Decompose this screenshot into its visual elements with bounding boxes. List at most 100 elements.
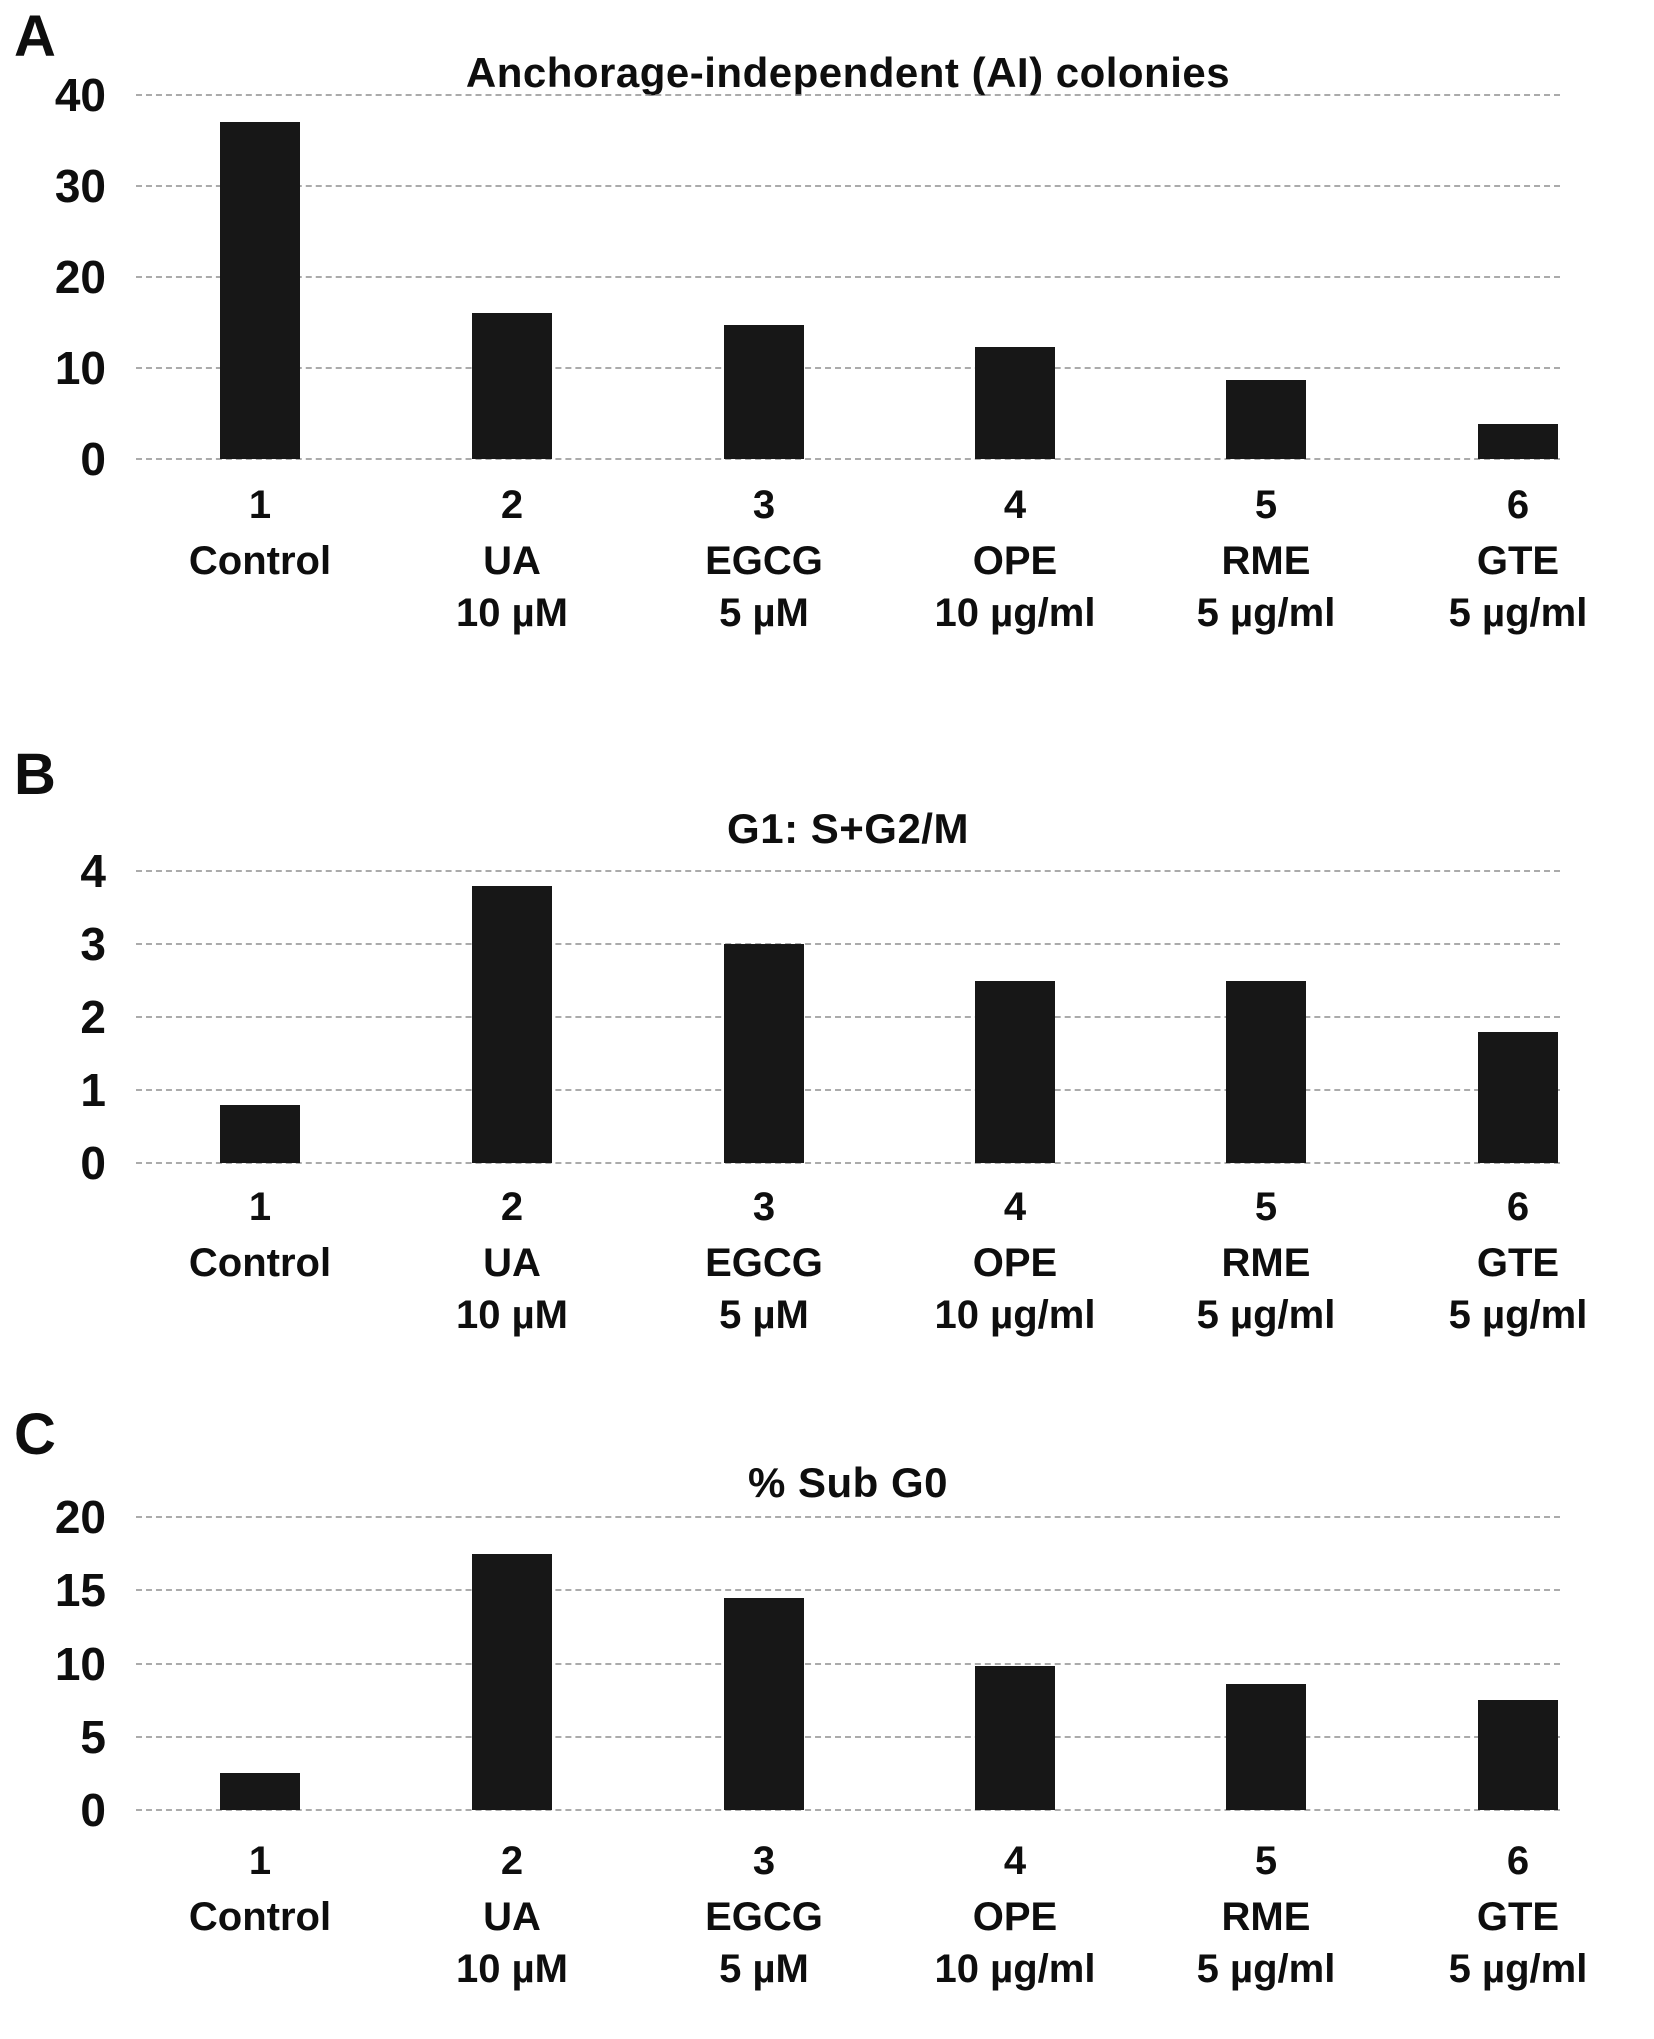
x-label-number: 4 — [1003, 1185, 1027, 1229]
x-label-dose: 10 µM — [456, 591, 568, 635]
x-label-number: 6 — [1506, 1839, 1530, 1883]
x-label-name: UA — [483, 1895, 541, 1939]
y-axis-tick-label: 0 — [80, 1784, 106, 1836]
x-label-name: EGCG — [705, 1895, 823, 1939]
gridline — [136, 870, 1560, 872]
panel-a-letter: A — [14, 4, 57, 69]
x-label-number: 2 — [500, 1839, 524, 1883]
x-label-name: UA — [483, 1241, 541, 1285]
x-label-number: 2 — [500, 483, 524, 527]
x-label-number: 3 — [752, 1839, 776, 1883]
bar-rme — [1226, 379, 1306, 459]
x-label-name: Control — [188, 1895, 332, 1939]
x-label-name: Control — [188, 539, 332, 583]
x-label-number: 5 — [1254, 1839, 1278, 1883]
x-label-dose: 5 µM — [719, 591, 809, 635]
gridline — [136, 458, 1560, 460]
gridline — [136, 1016, 1560, 1018]
x-label-dose: 10 µg/ml — [934, 591, 1096, 635]
panel-c-chart-title: % Sub G0 — [747, 1459, 949, 1506]
x-label-number: 1 — [248, 483, 272, 527]
x-label-name: RME — [1221, 1895, 1311, 1939]
y-axis-tick-label: 10 — [54, 1637, 106, 1690]
x-label-name: Control — [188, 1241, 332, 1285]
panel-b-chart-title: G1: S+G2/M — [727, 805, 969, 852]
x-label-name: RME — [1221, 1241, 1311, 1285]
gridline — [136, 185, 1560, 187]
gridline — [136, 367, 1560, 369]
gridline — [136, 94, 1560, 96]
bar-rme — [1226, 980, 1306, 1163]
x-label-dose: 5 µg/ml — [1196, 1947, 1336, 1991]
gridline — [136, 1089, 1560, 1091]
gridline — [136, 1809, 1560, 1811]
y-axis-tick-label: 20 — [54, 251, 106, 303]
x-label-name: OPE — [972, 1895, 1058, 1939]
x-label-number: 1 — [248, 1839, 272, 1883]
y-axis-tick-label: 1 — [80, 1064, 106, 1116]
x-label-name: GTE — [1476, 539, 1560, 583]
y-axis-tick-label: 0 — [80, 433, 106, 485]
gridline — [136, 1162, 1560, 1164]
gridline — [136, 1735, 1560, 1738]
bar-ope — [975, 980, 1055, 1163]
x-label-dose: 5 µM — [719, 1947, 809, 1991]
x-label-name: GTE — [1476, 1241, 1560, 1285]
bar-egcg — [724, 325, 804, 459]
bar-control — [220, 1104, 300, 1163]
bar-gte — [1478, 1031, 1558, 1163]
bar-rme — [1226, 1684, 1306, 1810]
x-label-number: 4 — [1003, 1839, 1027, 1883]
x-label-number: 5 — [1254, 1185, 1278, 1229]
x-label-dose: 5 µg/ml — [1196, 591, 1336, 635]
x-label-number: 6 — [1506, 483, 1530, 527]
x-label-dose: 5 µg/ml — [1448, 1293, 1588, 1337]
y-axis-tick-label: 15 — [54, 1564, 106, 1617]
panel-a-chart-title: Anchorage-independent (AI) colonies — [465, 49, 1231, 96]
gridline — [136, 1589, 1560, 1592]
x-label-name: EGCG — [705, 539, 823, 583]
bar-egcg — [724, 944, 804, 1163]
bar-ua — [472, 1553, 552, 1810]
x-label-number: 2 — [500, 1185, 524, 1229]
bar-gte — [1478, 1700, 1558, 1810]
gridline — [136, 1662, 1560, 1665]
bar-ope — [975, 1666, 1055, 1810]
x-label-dose: 10 µM — [456, 1293, 568, 1337]
y-axis-tick-label: 5 — [80, 1710, 106, 1763]
x-label-name: RME — [1221, 539, 1311, 583]
x-label-dose: 5 µg/ml — [1448, 1947, 1588, 1991]
panel-c-letter: C — [14, 1402, 57, 1467]
x-label-dose: 10 µg/ml — [934, 1947, 1096, 1991]
x-label-number: 6 — [1506, 1185, 1530, 1229]
y-axis-tick-label: 4 — [80, 845, 106, 897]
x-label-name: UA — [483, 539, 541, 583]
x-label-dose: 5 µg/ml — [1448, 591, 1588, 635]
gridline — [136, 1516, 1560, 1518]
x-label-name: EGCG — [705, 1241, 823, 1285]
x-label-dose: 10 µM — [456, 1947, 568, 1991]
bar-egcg — [724, 1597, 804, 1810]
y-axis-tick-label: 20 — [54, 1491, 106, 1543]
bar-ope — [975, 347, 1055, 459]
bar-ua — [472, 885, 552, 1163]
bar-control — [220, 122, 300, 459]
x-label-number: 3 — [752, 483, 776, 527]
x-label-number: 4 — [1003, 483, 1027, 527]
bar-gte — [1478, 423, 1558, 459]
x-label-dose: 10 µg/ml — [934, 1293, 1096, 1337]
x-label-number: 1 — [248, 1185, 272, 1229]
x-label-dose: 5 µM — [719, 1293, 809, 1337]
x-label-name: GTE — [1476, 1895, 1560, 1939]
gridline — [136, 276, 1560, 278]
y-axis-tick-label: 2 — [80, 991, 106, 1043]
y-axis-tick-label: 40 — [54, 69, 106, 121]
bar-ua — [472, 313, 552, 459]
x-label-number: 5 — [1254, 483, 1278, 527]
y-axis-tick-label: 0 — [80, 1137, 106, 1189]
bar-control — [220, 1773, 300, 1810]
